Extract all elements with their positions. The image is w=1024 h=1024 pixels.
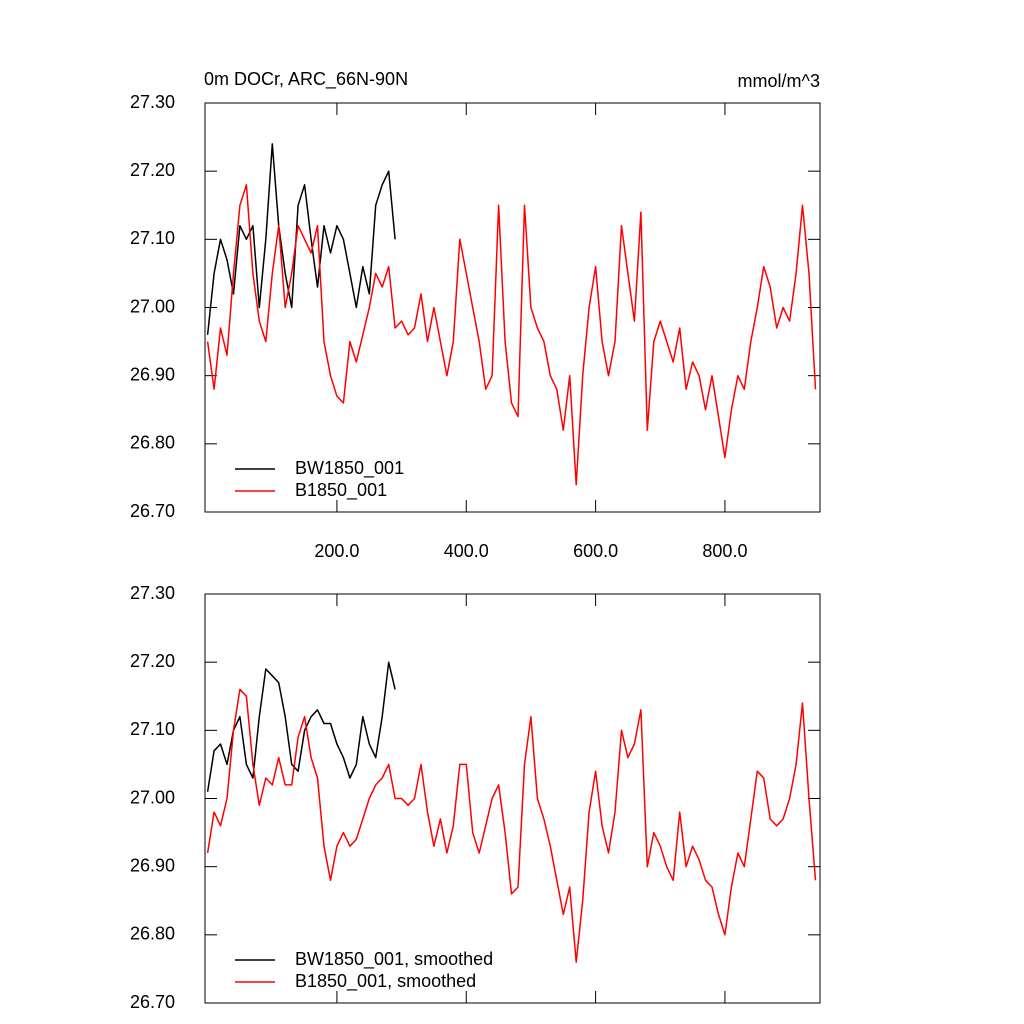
x-tick-label: 600.0 bbox=[573, 541, 618, 561]
y-tick-label: 27.20 bbox=[130, 651, 175, 671]
y-tick-label: 27.00 bbox=[130, 787, 175, 807]
y-tick-label: 26.90 bbox=[130, 364, 175, 384]
y-tick-label: 26.90 bbox=[130, 855, 175, 875]
y-tick-label: 27.10 bbox=[130, 228, 175, 248]
y-tick-label: 26.70 bbox=[130, 992, 175, 1012]
series-line bbox=[206, 688, 817, 963]
series-line bbox=[206, 184, 817, 486]
plot-frame bbox=[204, 102, 821, 513]
y-tick-label: 27.30 bbox=[130, 583, 175, 603]
units-label: mmol/m^3 bbox=[738, 71, 820, 91]
y-tick-label: 27.00 bbox=[130, 296, 175, 316]
legend-label: B1850_001 bbox=[295, 480, 387, 501]
series-line bbox=[206, 661, 396, 792]
y-tick-label: 26.70 bbox=[130, 501, 175, 521]
legend-label: B1850_001, smoothed bbox=[295, 971, 476, 992]
chart-title: 0m DOCr, ARC_66N-90N bbox=[204, 69, 408, 90]
x-tick-label: 800.0 bbox=[702, 541, 747, 561]
x-tick-label: 200.0 bbox=[314, 541, 359, 561]
legend-label: BW1850_001 bbox=[295, 458, 404, 479]
x-tick-label: 400.0 bbox=[444, 541, 489, 561]
y-tick-label: 27.20 bbox=[130, 160, 175, 180]
legend-label: BW1850_001, smoothed bbox=[295, 949, 493, 970]
plot-frame bbox=[204, 593, 821, 1004]
series-line bbox=[206, 143, 396, 335]
y-tick-label: 27.10 bbox=[130, 719, 175, 739]
y-tick-label: 26.80 bbox=[130, 924, 175, 944]
y-tick-label: 26.80 bbox=[130, 433, 175, 453]
y-tick-label: 27.30 bbox=[130, 92, 175, 112]
